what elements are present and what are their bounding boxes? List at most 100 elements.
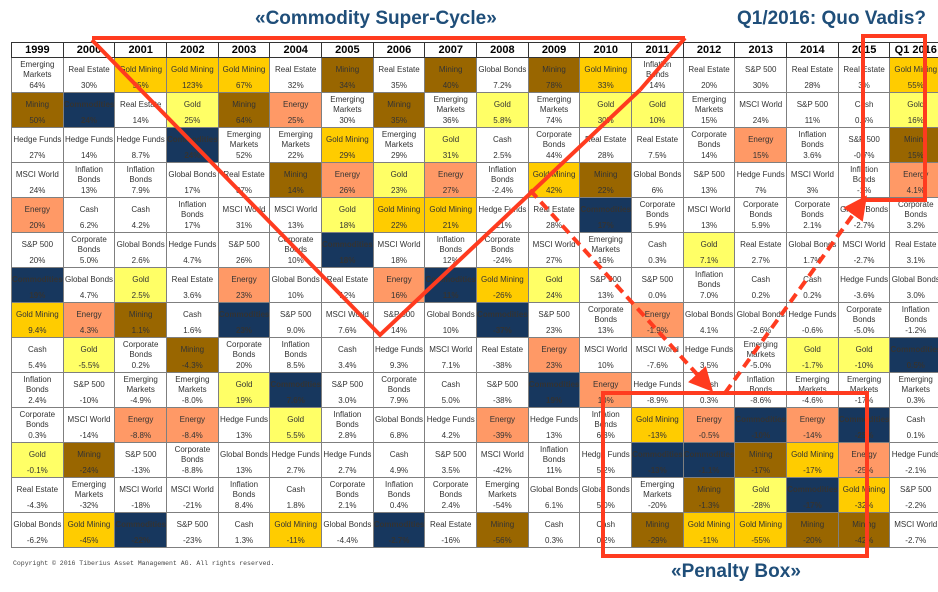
return-cell: Gold Mining 55% xyxy=(114,57,168,93)
asset-class-label: Global Bonds xyxy=(116,240,165,249)
return-value: 0.3% xyxy=(906,396,925,405)
return-cell: Gold 5.8% xyxy=(476,92,529,128)
asset-class-label: Mining xyxy=(283,170,308,179)
asset-class-label: Energy xyxy=(748,135,774,144)
return-value: 0.2% xyxy=(803,291,822,300)
asset-class-label: Gold Mining xyxy=(119,65,163,74)
return-value: -10% xyxy=(854,361,874,370)
asset-class-label: Real Estate xyxy=(791,65,834,74)
asset-class-label: Real Estate xyxy=(326,275,369,284)
return-cell: Corporate Bonds 10% xyxy=(269,232,323,268)
return-cell: Corporate Bonds -5.0% xyxy=(837,302,891,338)
return-cell: Inflation Bonds 7.9% xyxy=(114,162,168,198)
rank-row: Real Estate -4.3% Emerging Markets -32% MSCI… xyxy=(11,477,938,513)
return-value: -0.5% xyxy=(698,431,720,440)
return-cell: S&P 500 0.0% xyxy=(631,267,684,303)
asset-class-label: Corporate Bonds xyxy=(329,480,366,499)
return-value: 5.8% xyxy=(493,116,512,125)
return-value: -23% xyxy=(183,536,202,545)
asset-class-label: Real Estate xyxy=(481,345,524,354)
return-cell: Energy -25% xyxy=(837,442,891,478)
return-cell: Mining 1.1% xyxy=(114,302,168,338)
return-cell: Real Estate -4.3% xyxy=(11,477,64,513)
asset-class-label: MSCI World xyxy=(274,205,318,214)
return-cell: S&P 500 -13% xyxy=(114,442,168,478)
asset-class-label: Global Bonds xyxy=(13,520,62,529)
return-value: -4.4% xyxy=(336,536,358,545)
return-cell: Hedge Funds 8.7% xyxy=(114,127,168,163)
return-cell: Gold 23% xyxy=(372,162,426,198)
return-value: 14% xyxy=(132,116,149,125)
return-cell: Corporate Bonds 5.0% xyxy=(62,232,116,268)
asset-class-label: Hedge Funds xyxy=(64,135,114,144)
return-value: -0.7% xyxy=(853,151,875,160)
return-value: 1.6% xyxy=(183,326,202,335)
return-value: 13% xyxy=(701,221,718,230)
return-value: -56% xyxy=(493,536,512,545)
return-value: 28% xyxy=(546,221,563,230)
return-value: -4.6% xyxy=(801,396,823,405)
asset-class-label: Commodities xyxy=(167,135,218,144)
return-value: 5.0% xyxy=(441,396,460,405)
return-value: -38% xyxy=(493,361,512,370)
asset-class-label: Gold xyxy=(545,275,563,284)
asset-class-label: Gold xyxy=(493,100,511,109)
asset-class-label: S&P 500 xyxy=(279,310,312,319)
return-value: 50% xyxy=(29,116,46,125)
asset-class-label: MSCI World xyxy=(325,310,369,319)
asset-class-label: Emerging Markets xyxy=(278,130,313,149)
return-cell: Energy 23% xyxy=(217,267,271,303)
return-cell: Global Bonds 7.2% xyxy=(476,57,529,93)
return-cell: MSCI World 3% xyxy=(786,162,839,198)
return-cell: Corporate Bonds 5.9% xyxy=(631,197,684,233)
asset-class-label: Real Estate xyxy=(68,65,110,74)
asset-class-label: Commodities xyxy=(477,310,528,319)
asset-class-label: Inflation Bonds xyxy=(436,235,465,254)
asset-class-label: Cash xyxy=(183,310,202,319)
return-cell: Inflation Bonds 14% xyxy=(631,57,684,93)
asset-class-label: Mining xyxy=(542,65,566,74)
asset-class-label: Energy xyxy=(438,170,464,179)
return-cell: Inflation Bonds 2.8% xyxy=(321,407,374,443)
return-cell: S&P 500 11% xyxy=(786,92,839,128)
return-value: 3.6% xyxy=(803,151,822,160)
return-value: -8.9% xyxy=(646,396,668,405)
year-header: 2009 xyxy=(527,42,581,58)
asset-class-label: Inflation Bonds xyxy=(23,375,52,394)
return-value: 35% xyxy=(391,81,408,90)
return-cell: Inflation Bonds -8.6% xyxy=(734,372,788,408)
return-cell: Commodities 11% xyxy=(424,267,478,303)
return-value: -6.2% xyxy=(26,536,48,545)
return-cell: Global Bonds -4.4% xyxy=(321,512,374,548)
asset-class-label: Emerging Markets xyxy=(175,375,210,394)
asset-class-label: S&P 500 xyxy=(176,520,209,529)
asset-class-label: Commodities xyxy=(270,380,322,389)
return-cell: Corporate Bonds -24% xyxy=(476,232,529,268)
return-cell: Inflation Bonds -2.4% xyxy=(476,162,529,198)
year-header: 2005 xyxy=(321,42,374,58)
return-value: -3.6% xyxy=(853,291,875,300)
asset-class-label: Cash xyxy=(27,345,47,354)
return-cell: Global Bonds 2.6% xyxy=(114,232,168,268)
asset-class-label: Global Bonds xyxy=(736,310,785,319)
asset-class-label: S&P 500 xyxy=(900,485,932,494)
return-value: -11% xyxy=(286,536,305,545)
asset-class-label: Corporate Bonds xyxy=(432,480,469,499)
asset-class-label: Cash xyxy=(286,485,306,494)
return-value: 4.1% xyxy=(699,326,719,335)
return-value: 10% xyxy=(597,396,614,405)
asset-class-label: Corporate Bonds xyxy=(226,340,262,359)
return-cell: Real Estate 32% xyxy=(269,57,323,93)
return-value: 20% xyxy=(236,361,253,370)
return-value: -2.6% xyxy=(750,326,772,335)
return-value: 0.5% xyxy=(906,361,925,370)
asset-class-label: Gold Mining xyxy=(377,205,421,214)
return-value: -45% xyxy=(79,536,99,545)
return-value: 64% xyxy=(236,116,253,125)
asset-class-label: Gold xyxy=(183,100,201,109)
return-value: 13% xyxy=(236,431,253,440)
return-cell: Mining 78% xyxy=(527,57,581,93)
return-cell: Energy -0.5% xyxy=(682,407,736,443)
asset-class-label: Energy xyxy=(593,380,619,389)
asset-class-label: MSCI World xyxy=(739,100,783,109)
